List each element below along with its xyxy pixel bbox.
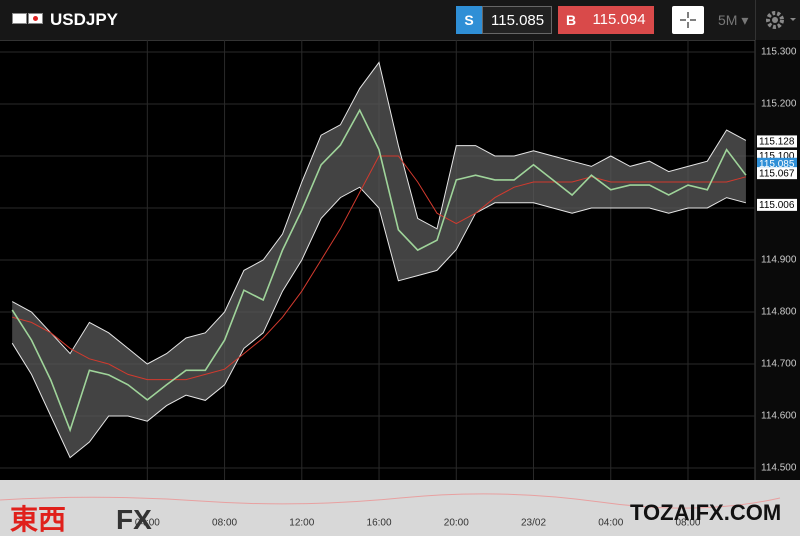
timeframe-label: 5M — [718, 12, 738, 28]
sell-tag[interactable]: S — [456, 6, 482, 34]
watermark-site: TOZAIFX.COM — [630, 500, 782, 525]
x-tick-label: 20:00 — [444, 518, 469, 529]
settings-button[interactable] — [755, 0, 800, 40]
x-tick-label: 12:00 — [289, 518, 314, 529]
indicator-line — [0, 493, 781, 509]
price-marker-label: 115.085 — [759, 159, 795, 170]
x-tick-label: 08:00 — [212, 518, 237, 529]
x-tick-label: 08:00 — [675, 518, 700, 529]
y-tick-label: 114.600 — [761, 411, 797, 422]
watermark-cjk: 東西 — [10, 504, 67, 535]
series-line — [11, 108, 747, 433]
price-marker-box — [757, 167, 797, 180]
symbol[interactable]: USDJPY — [50, 10, 119, 29]
price-marker-label: 115.006 — [759, 200, 795, 211]
watermark-logo: 東西 FX — [10, 498, 152, 536]
x-tick-label: 16:00 — [367, 518, 392, 529]
series-line — [11, 186, 747, 459]
y-tick-label: 114.500 — [761, 463, 797, 474]
y-tick-label: 114.700 — [761, 359, 797, 370]
x-tick-label: 04:00 — [135, 518, 160, 529]
flag-jp — [28, 13, 43, 24]
series-line — [11, 61, 747, 365]
crosshair-icon — [680, 12, 696, 28]
gear-icon — [766, 11, 796, 29]
axis-panel — [755, 40, 800, 480]
toolbar: USDJPY S 115.085 B 115.094 5M ▾ — [0, 0, 800, 41]
watermark-fx: FX — [116, 504, 152, 535]
price-marker-label: 115.128 — [759, 137, 795, 148]
x-tick-label: 04:00 — [598, 518, 623, 529]
buy-tag[interactable]: B — [558, 6, 584, 34]
series-line — [12, 155, 747, 381]
y-tick-label: 115.300 — [761, 47, 797, 58]
flag-dot — [33, 16, 38, 21]
flag-us — [12, 13, 27, 24]
price-marker-label: 115.100 — [759, 151, 795, 162]
buy-price[interactable]: 115.094 — [584, 6, 654, 34]
y-tick-label: 114.900 — [761, 255, 797, 266]
crosshair-button[interactable] — [672, 6, 704, 34]
y-tick-label: 115.200 — [761, 99, 797, 110]
price-marker-box — [757, 157, 797, 170]
timeframe[interactable]: 5M ▾ — [718, 12, 749, 28]
price-marker-box — [757, 135, 797, 148]
x-tick-label: 23/02 — [521, 518, 546, 529]
price-marker-label: 115.067 — [759, 168, 795, 179]
y-tick-label: 114.800 — [761, 307, 797, 318]
price-marker-box — [757, 198, 797, 211]
sell-price[interactable]: 115.085 — [482, 6, 552, 34]
band-fill — [12, 62, 746, 458]
